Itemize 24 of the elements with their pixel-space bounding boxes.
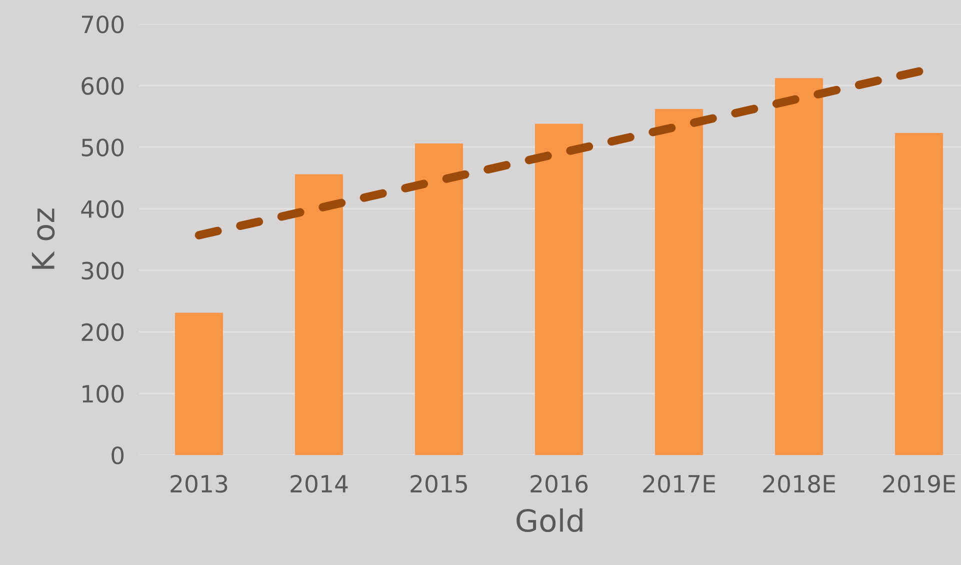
- y-tick-label: 100: [82, 384, 124, 403]
- x-tick-label: 2019E: [883, 474, 955, 493]
- y-tick-label: 200: [82, 323, 124, 342]
- y-tick-label: 300: [82, 262, 124, 280]
- x-tick-label: 2017E: [643, 474, 715, 493]
- x-tick-label: 2015: [410, 474, 467, 493]
- y-tick-label: 700: [82, 15, 124, 34]
- y-axis-title: K oz: [32, 208, 55, 269]
- bar: [175, 312, 223, 455]
- y-tick-label: 600: [82, 77, 124, 95]
- bar: [535, 124, 583, 455]
- bar: [655, 108, 703, 455]
- x-tick-label: 2013: [170, 474, 228, 493]
- y-tick-label: 400: [81, 200, 124, 218]
- bar: [895, 132, 943, 455]
- bar: [295, 174, 343, 455]
- x-tick-label: 2016: [530, 474, 588, 493]
- bar: [775, 78, 823, 455]
- y-tick-label: 0: [112, 446, 124, 464]
- y-tick-label: 500: [82, 138, 124, 156]
- bar: [415, 143, 463, 455]
- x-tick-label: 2018E: [763, 474, 835, 493]
- x-axis-title: Gold: [516, 508, 582, 532]
- x-tick-label: 2014: [290, 474, 348, 493]
